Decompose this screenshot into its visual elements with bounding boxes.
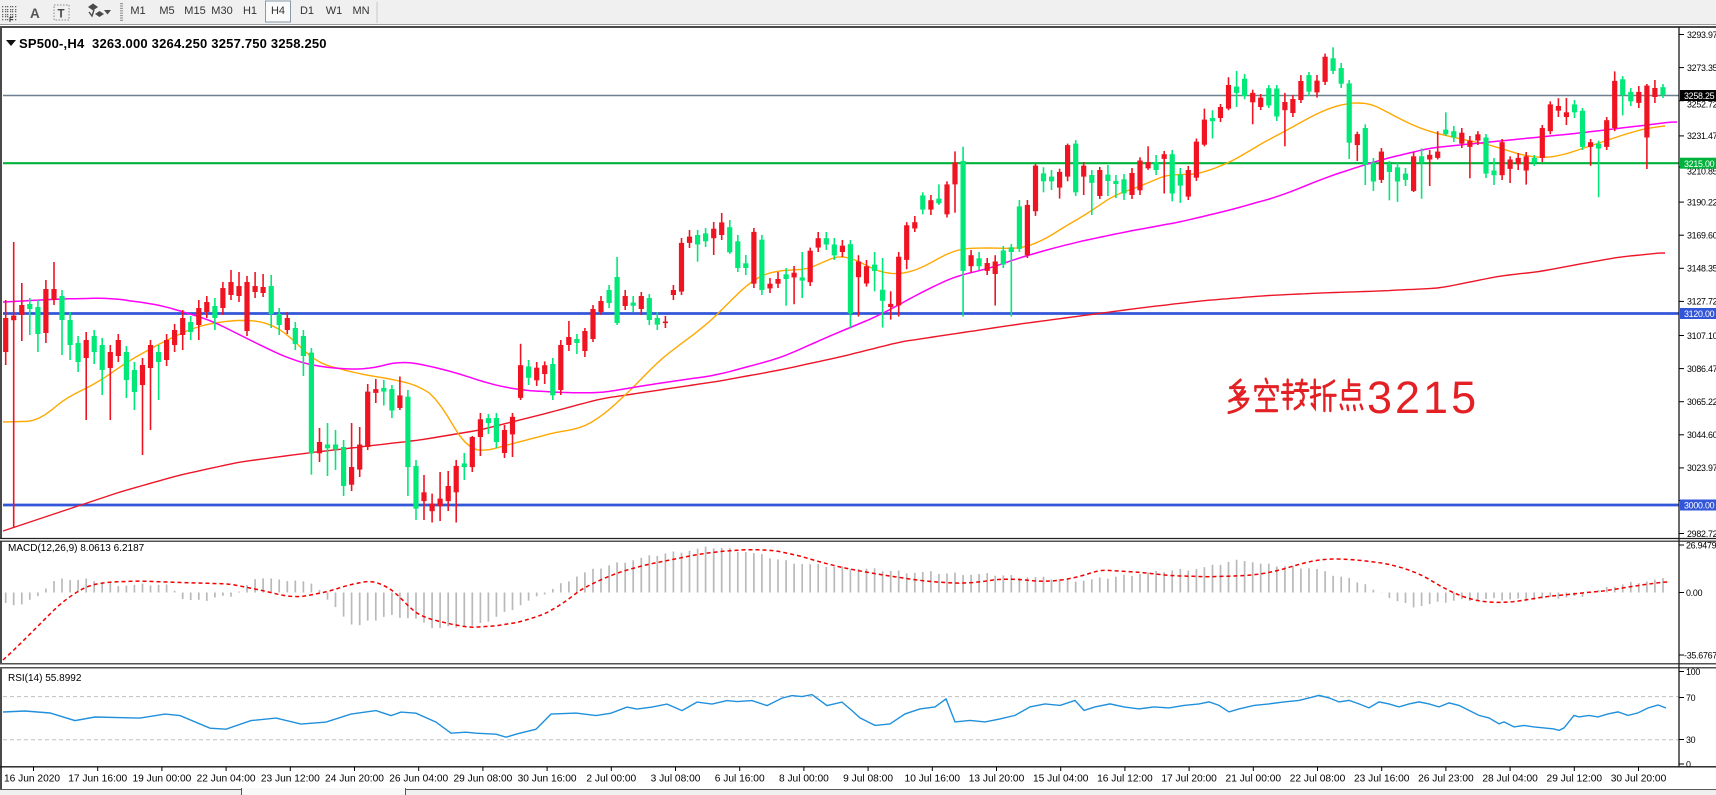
svg-text:3065.22: 3065.22 <box>1687 397 1716 407</box>
svg-text:3190.22: 3190.22 <box>1687 197 1716 207</box>
svg-text:6 Jul 16:00: 6 Jul 16:00 <box>715 774 765 785</box>
svg-text:T: T <box>58 9 65 21</box>
svg-text:30 Jun 16:00: 30 Jun 16:00 <box>518 774 577 785</box>
svg-text:100: 100 <box>1686 667 1700 677</box>
svg-text:3252.72: 3252.72 <box>1687 99 1716 109</box>
svg-text:15 Jul 04:00: 15 Jul 04:00 <box>1033 774 1089 785</box>
svg-text:9 Jul 08:00: 9 Jul 08:00 <box>843 774 893 785</box>
svg-text:2982.72: 2982.72 <box>1687 529 1716 539</box>
svg-text:17 Jun 16:00: 17 Jun 16:00 <box>68 774 127 785</box>
svg-text:30: 30 <box>1686 735 1696 745</box>
svg-text:17 Jul 20:00: 17 Jul 20:00 <box>1161 774 1217 785</box>
svg-text:23 Jun 12:00: 23 Jun 12:00 <box>261 774 320 785</box>
svg-text:70: 70 <box>1686 693 1696 703</box>
svg-text:3107.10: 3107.10 <box>1687 331 1716 341</box>
svg-text:-35.6767: -35.6767 <box>1684 651 1716 661</box>
svg-text:F: F <box>9 17 14 24</box>
svg-text:24 Jun 20:00: 24 Jun 20:00 <box>325 774 384 785</box>
svg-text:3 Jul 08:00: 3 Jul 08:00 <box>651 774 701 785</box>
svg-text:30 Jul 20:00: 30 Jul 20:00 <box>1611 774 1667 785</box>
svg-text:3215.00: 3215.00 <box>1684 159 1715 169</box>
svg-text:3148.35: 3148.35 <box>1687 264 1716 274</box>
svg-text:26.9479: 26.9479 <box>1686 541 1716 551</box>
svg-text:0.00: 0.00 <box>1686 588 1703 598</box>
svg-text:A: A <box>30 6 40 21</box>
svg-text:10 Jul 16:00: 10 Jul 16:00 <box>905 774 961 785</box>
svg-text:3000.00: 3000.00 <box>1684 501 1715 511</box>
svg-text:26 Jul 23:00: 26 Jul 23:00 <box>1418 774 1474 785</box>
svg-text:13 Jul 20:00: 13 Jul 20:00 <box>969 774 1025 785</box>
svg-text:0: 0 <box>1686 760 1691 770</box>
svg-text:19 Jun 00:00: 19 Jun 00:00 <box>132 774 191 785</box>
svg-text:MACD(12,26,9) 8.0613 6.2187: MACD(12,26,9) 8.0613 6.2187 <box>8 543 145 554</box>
svg-text:21 Jul 00:00: 21 Jul 00:00 <box>1226 774 1282 785</box>
svg-text:22 Jun 04:00: 22 Jun 04:00 <box>197 774 256 785</box>
svg-text:3120.00: 3120.00 <box>1684 309 1715 319</box>
svg-text:RSI(14) 55.8992: RSI(14) 55.8992 <box>8 673 82 684</box>
svg-text:3127.72: 3127.72 <box>1687 297 1716 307</box>
svg-text:22 Jul 08:00: 22 Jul 08:00 <box>1290 774 1346 785</box>
svg-text:2 Jul 00:00: 2 Jul 00:00 <box>586 774 636 785</box>
svg-text:3231.47: 3231.47 <box>1687 131 1716 141</box>
svg-text:26 Jun 04:00: 26 Jun 04:00 <box>389 774 448 785</box>
svg-text:3169.60: 3169.60 <box>1687 231 1716 241</box>
svg-text:23 Jul 16:00: 23 Jul 16:00 <box>1354 774 1410 785</box>
svg-text:8 Jul 00:00: 8 Jul 00:00 <box>779 774 829 785</box>
svg-text:3023.97: 3023.97 <box>1687 463 1716 473</box>
svg-text:3293.97: 3293.97 <box>1687 30 1716 40</box>
svg-text:29 Jun 08:00: 29 Jun 08:00 <box>453 774 512 785</box>
svg-text:28 Jul 04:00: 28 Jul 04:00 <box>1482 774 1538 785</box>
svg-text:3044.60: 3044.60 <box>1687 430 1716 440</box>
svg-text:3258.25: 3258.25 <box>1684 91 1715 101</box>
svg-text:16 Jul 12:00: 16 Jul 12:00 <box>1097 774 1153 785</box>
svg-text:29 Jul 12:00: 29 Jul 12:00 <box>1547 774 1603 785</box>
svg-text:3086.47: 3086.47 <box>1687 364 1716 374</box>
svg-text:3215: 3215 <box>1367 372 1479 423</box>
svg-text:3210.85: 3210.85 <box>1687 166 1716 176</box>
svg-text:16 Jun 2020: 16 Jun 2020 <box>4 774 60 785</box>
svg-text:3273.35: 3273.35 <box>1687 63 1716 73</box>
